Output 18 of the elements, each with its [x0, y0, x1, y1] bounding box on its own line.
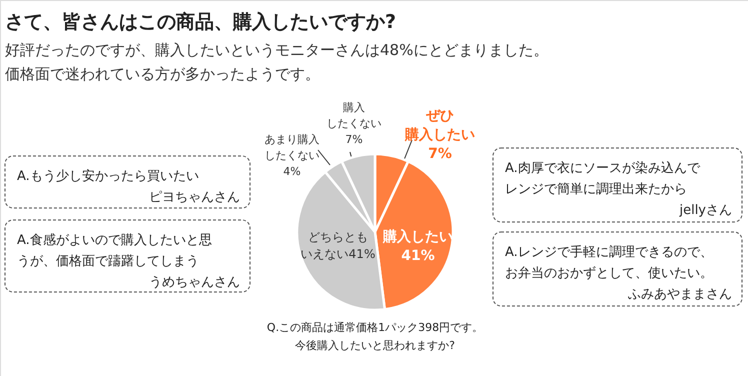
text: jellyさん [678, 203, 732, 218]
slice-label: ぜひ購入したい [404, 108, 475, 143]
text: A.食感がよいので購入したいと思うが、価格面で躊躇してしまう [17, 233, 212, 269]
text: A.レンジで手軽に調理できるので、お弁当のおかずとして、使いたい。 [505, 245, 713, 281]
data-label: 41% [401, 248, 435, 264]
data-label: 7% [428, 146, 452, 162]
text: ピヨちゃんさん [149, 190, 240, 205]
slice-label: どちらともいえない41% [300, 230, 376, 261]
text: うめちゃんさん [149, 275, 240, 290]
chart-subtitle: 好評だったのですが、購入したいというモニターさんは48%にとどまりました。価格面で迷われている方が多かったようです。 [5, 41, 548, 83]
text: A.もう少し安かったら買いたい [17, 168, 199, 184]
text: ふみあやままさん [627, 287, 732, 302]
data-label: 7% [345, 133, 363, 146]
text: Q.この商品は通常価格1パック398円です。今後購入したいと思われますか? [266, 321, 484, 352]
chart-title: さて、皆さんはこの商品、購入したいですか? [5, 11, 396, 33]
slice-label: あまり購入したくない [264, 133, 320, 162]
slice-label: 購入したくない [326, 101, 382, 130]
data-label: 4% [283, 165, 301, 178]
